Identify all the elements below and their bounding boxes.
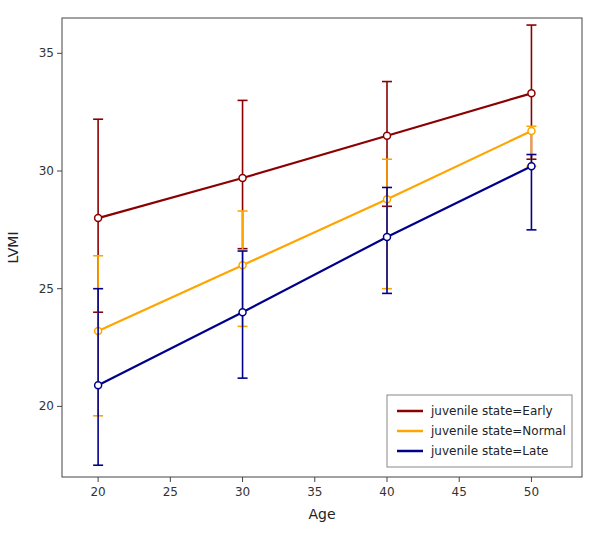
x-tick bbox=[170, 477, 171, 482]
error-bar-cap bbox=[238, 100, 248, 102]
x-tick bbox=[314, 477, 315, 482]
error-bar-cap bbox=[526, 24, 536, 26]
x-tick bbox=[387, 477, 388, 482]
legend-box bbox=[387, 395, 572, 467]
legend-swatch bbox=[397, 430, 423, 433]
plot-frame bbox=[62, 18, 582, 477]
legend-swatch bbox=[397, 450, 423, 453]
legend-label: juvenile state=Late bbox=[430, 444, 548, 458]
x-tick-label: 30 bbox=[235, 485, 250, 499]
point bbox=[239, 309, 246, 316]
point bbox=[384, 132, 391, 139]
error-bar bbox=[238, 251, 248, 378]
y-tick-label: 30 bbox=[39, 164, 54, 178]
x-tick-label: 20 bbox=[90, 485, 105, 499]
x-tick-label: 40 bbox=[379, 485, 394, 499]
y-tick bbox=[57, 53, 62, 54]
x-tick-label: 45 bbox=[452, 485, 467, 499]
error-bar bbox=[382, 82, 392, 207]
y-tick bbox=[57, 288, 62, 289]
x-tick-label: 50 bbox=[524, 485, 539, 499]
error-bar bbox=[93, 289, 103, 466]
chart: 20 25 30 35 40 45 50 20 25 30 35 Age LVMI juvenile st… bbox=[0, 0, 600, 535]
x-tick bbox=[531, 477, 532, 482]
error-bar-stem bbox=[97, 289, 99, 466]
y-tick bbox=[57, 406, 62, 407]
error-bar-cap bbox=[382, 81, 392, 83]
error-bar bbox=[526, 155, 536, 230]
series bbox=[93, 25, 536, 312]
legend: juvenile state=Early juvenile state=Norma… bbox=[387, 395, 572, 467]
x-tick bbox=[242, 477, 243, 482]
series-line bbox=[98, 93, 531, 218]
legend-label: juvenile state=Early bbox=[430, 404, 553, 418]
point bbox=[95, 382, 102, 389]
error-bar-cap bbox=[382, 158, 392, 160]
error-bar-cap bbox=[382, 293, 392, 295]
error-bar-cap bbox=[93, 118, 103, 120]
point bbox=[384, 233, 391, 240]
y-tick bbox=[57, 171, 62, 172]
legend-swatch bbox=[397, 410, 423, 413]
x-axis-label: Age bbox=[308, 506, 335, 522]
point bbox=[528, 127, 535, 134]
x-tick bbox=[98, 477, 99, 482]
y-axis-label: LVMI bbox=[5, 231, 21, 263]
error-bar-cap bbox=[93, 288, 103, 290]
error-bar-cap bbox=[526, 229, 536, 231]
series-line bbox=[98, 166, 531, 385]
x-tick bbox=[459, 477, 460, 482]
series-line bbox=[98, 131, 531, 331]
error-bar-cap bbox=[238, 377, 248, 379]
error-bar-cap bbox=[93, 464, 103, 466]
error-bar-cap bbox=[93, 255, 103, 257]
error-bar-cap bbox=[238, 250, 248, 252]
error-bar-cap bbox=[382, 187, 392, 189]
x-tick-label: 35 bbox=[307, 485, 322, 499]
point bbox=[95, 215, 102, 222]
error-bar-cap bbox=[238, 210, 248, 212]
y-tick-label: 25 bbox=[39, 282, 54, 296]
error-bar bbox=[382, 187, 392, 293]
point bbox=[239, 175, 246, 182]
x-tick-label: 25 bbox=[163, 485, 178, 499]
error-bar-cap bbox=[526, 154, 536, 156]
legend-label: juvenile state=Normal bbox=[430, 424, 566, 438]
series bbox=[93, 126, 536, 416]
point bbox=[528, 90, 535, 97]
y-tick-label: 20 bbox=[39, 399, 54, 413]
point bbox=[528, 163, 535, 170]
y-tick-label: 35 bbox=[39, 46, 54, 60]
